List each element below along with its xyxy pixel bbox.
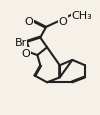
Text: CH₃: CH₃: [71, 11, 92, 21]
Text: O: O: [22, 48, 31, 58]
Text: O: O: [59, 17, 68, 27]
Text: Br: Br: [14, 38, 27, 47]
Text: O: O: [25, 16, 34, 26]
